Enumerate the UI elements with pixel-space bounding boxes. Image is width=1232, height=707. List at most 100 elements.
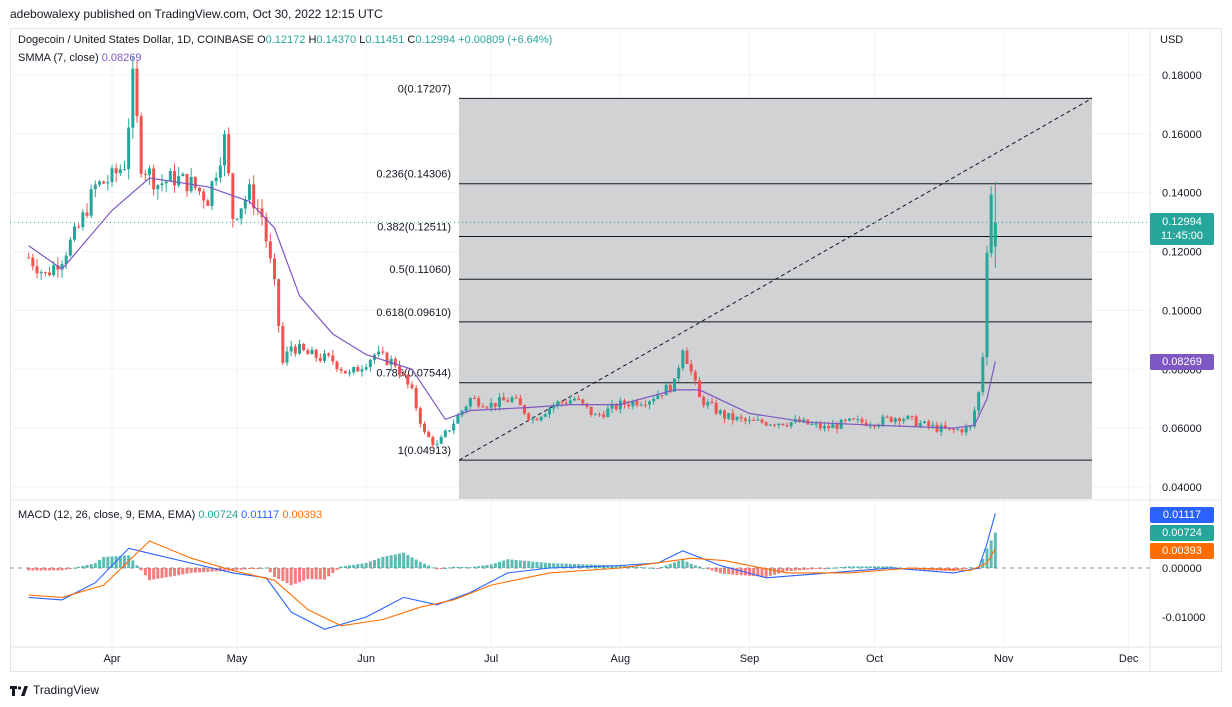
candle-body: [164, 181, 168, 184]
macd-histogram-bar: [281, 568, 285, 582]
candle-body: [456, 415, 460, 424]
smma-label: SMMA (7, close): [18, 52, 99, 64]
macd-histogram-bar: [535, 561, 539, 568]
macd-histogram-bar: [389, 555, 393, 568]
candle-body: [468, 397, 472, 407]
candle-body: [452, 423, 456, 431]
macd-histogram-bar: [248, 568, 251, 569]
candle-body: [139, 116, 143, 174]
candle-body: [343, 370, 347, 374]
macd-histogram-bar: [410, 557, 414, 568]
candle-body: [606, 408, 610, 418]
candle-body: [473, 397, 476, 399]
currency-label: USD: [1160, 34, 1184, 46]
macd-histogram-bar: [427, 565, 431, 568]
macd-histogram-bar: [256, 568, 260, 569]
month-tick-label: Nov: [994, 653, 1014, 665]
macd-histogram-bar: [968, 567, 972, 569]
macd-histogram-bar: [273, 568, 276, 577]
macd-histogram-bar: [110, 556, 114, 568]
candle-body: [660, 394, 664, 396]
macd-histogram-bar: [727, 568, 731, 575]
macd-histogram-bar: [639, 567, 643, 569]
candle-body: [377, 351, 381, 355]
candle-body: [848, 418, 851, 421]
candle-body: [289, 346, 293, 352]
macd-histogram-bar: [989, 540, 993, 568]
candle-body: [198, 187, 201, 192]
macd-histogram-bar: [306, 568, 310, 580]
macd-histogram-bar: [377, 558, 381, 568]
candle-body: [248, 184, 251, 200]
candle-body: [214, 177, 218, 182]
macd-histogram-bar: [635, 566, 639, 568]
close-label: C: [407, 34, 416, 46]
candle-body: [773, 424, 776, 426]
macd-histogram-bar: [889, 566, 893, 568]
candle-body: [223, 134, 226, 166]
candle-body: [393, 358, 397, 367]
candle-body: [264, 217, 268, 242]
fibonacci-box: [459, 98, 1092, 500]
candle-body: [118, 169, 122, 174]
macd-histogram-bar: [385, 556, 389, 568]
candle-body: [85, 212, 89, 216]
price-tick-label: 0.16000: [1162, 129, 1202, 141]
macd-histogram-bar: [560, 563, 564, 568]
candle-body: [914, 416, 918, 427]
macd-histogram-bar: [64, 568, 68, 570]
macd-histogram-bar: [235, 568, 239, 571]
candle-body: [235, 218, 239, 220]
candle-body: [993, 222, 997, 247]
candle-body: [598, 414, 601, 416]
macd-histogram-bar: [881, 566, 885, 568]
macd-histogram-bar: [264, 567, 268, 569]
candle-body: [281, 325, 285, 363]
candle-body: [739, 416, 743, 419]
candle-body: [68, 239, 72, 256]
macd-histogram-bar: [348, 565, 351, 568]
fib-level-label: 0.618(0.09610): [376, 307, 451, 319]
macd-histogram-bar: [118, 555, 122, 568]
tradingview-footer[interactable]: TradingView: [10, 683, 99, 697]
candle-body: [335, 361, 339, 370]
candle-body: [73, 226, 76, 240]
candle-body: [410, 384, 414, 388]
candle-body: [502, 397, 506, 401]
candle-body: [52, 265, 56, 276]
macd-histogram-bar: [364, 563, 368, 568]
macd-histogram-bar: [139, 568, 143, 571]
macd-histogram-bar: [252, 568, 256, 569]
candle-body: [239, 208, 243, 219]
candle-body: [752, 419, 756, 421]
candle-body: [985, 252, 989, 358]
macd-histogram-bar: [660, 566, 664, 568]
chart-frame: [10, 28, 1222, 672]
candle-body: [939, 425, 943, 432]
macd-histogram-bar: [835, 567, 839, 569]
candle-body: [181, 173, 185, 177]
macd-histogram-bar: [643, 567, 647, 569]
macd-histogram-bar: [831, 567, 835, 569]
macd-histogram-bar: [93, 563, 97, 568]
macd-histogram-bar: [160, 568, 164, 579]
macd-histogram-bar: [798, 568, 801, 571]
macd-histogram-bar: [723, 568, 726, 575]
macd-histogram-bar: [618, 565, 622, 568]
candle-body: [635, 401, 639, 406]
candle-body: [735, 416, 739, 421]
candle-body: [364, 367, 368, 370]
candle-body: [818, 423, 822, 429]
candle-body: [360, 369, 364, 372]
macd-line-value: 0.01117: [241, 509, 280, 521]
macd-histogram-bar: [760, 568, 764, 577]
macd-histogram-bar: [368, 561, 372, 568]
macd-histogram-bar: [89, 564, 93, 568]
price-tick-label: 0.14000: [1162, 188, 1202, 200]
candle-body: [868, 425, 872, 427]
macd-histogram-bar: [189, 568, 193, 573]
candle-body: [681, 350, 685, 369]
macd-histogram-bar: [164, 568, 168, 578]
candle-body: [302, 343, 306, 351]
